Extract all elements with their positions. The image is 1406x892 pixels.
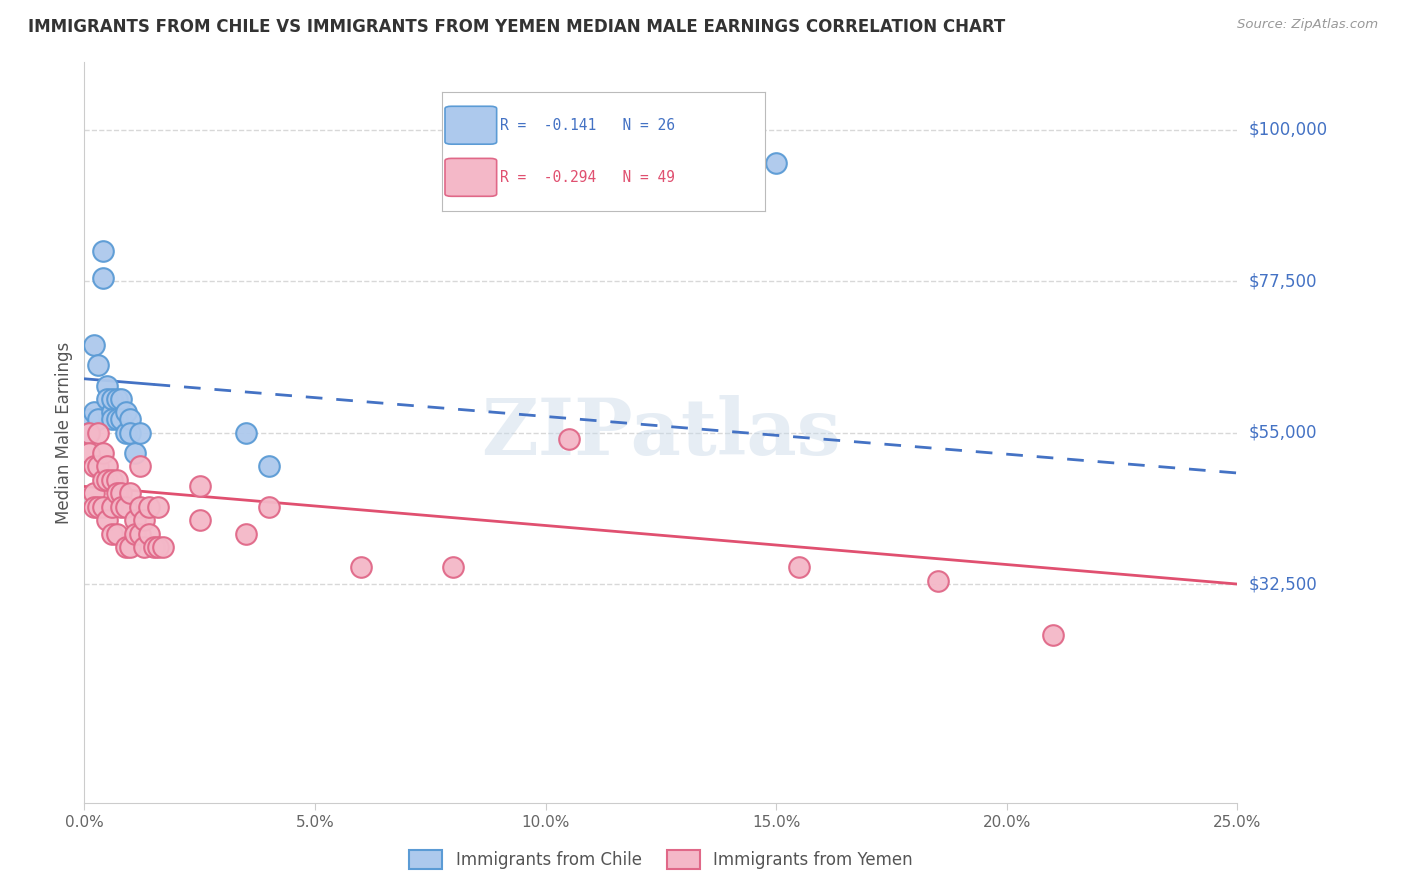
Point xyxy=(128,500,150,514)
Point xyxy=(927,574,949,588)
Point xyxy=(441,560,464,574)
Point xyxy=(96,378,118,392)
Point xyxy=(134,513,156,527)
Point xyxy=(83,459,105,474)
Point xyxy=(765,156,787,170)
Point xyxy=(83,486,105,500)
Point xyxy=(101,500,124,514)
Text: $77,500: $77,500 xyxy=(1249,272,1317,290)
Point xyxy=(115,405,138,419)
Point xyxy=(105,412,128,426)
Point xyxy=(87,412,110,426)
Point xyxy=(124,526,146,541)
Point xyxy=(96,513,118,527)
Legend: Immigrants from Chile, Immigrants from Yemen: Immigrants from Chile, Immigrants from Y… xyxy=(402,843,920,876)
Point xyxy=(235,526,257,541)
Point xyxy=(115,500,138,514)
Point xyxy=(120,540,142,554)
Text: IMMIGRANTS FROM CHILE VS IMMIGRANTS FROM YEMEN MEDIAN MALE EARNINGS CORRELATION : IMMIGRANTS FROM CHILE VS IMMIGRANTS FROM… xyxy=(28,18,1005,36)
Point xyxy=(105,392,128,406)
Point xyxy=(138,526,160,541)
Point xyxy=(105,486,128,500)
Point xyxy=(77,446,100,460)
Point xyxy=(557,433,579,447)
Point xyxy=(96,459,118,474)
Point xyxy=(146,500,169,514)
Point xyxy=(77,425,100,440)
Point xyxy=(87,425,110,440)
Point xyxy=(235,425,257,440)
Point xyxy=(105,526,128,541)
Text: Source: ZipAtlas.com: Source: ZipAtlas.com xyxy=(1237,18,1378,31)
Point xyxy=(101,473,124,487)
Point xyxy=(257,500,280,514)
Point xyxy=(134,540,156,554)
Point xyxy=(110,500,132,514)
Point xyxy=(138,500,160,514)
Point xyxy=(101,412,124,426)
Point xyxy=(128,526,150,541)
Point xyxy=(124,446,146,460)
Y-axis label: Median Male Earnings: Median Male Earnings xyxy=(55,342,73,524)
Point xyxy=(91,446,114,460)
Text: $55,000: $55,000 xyxy=(1249,424,1317,442)
Point xyxy=(124,513,146,527)
Point xyxy=(96,473,118,487)
Point xyxy=(152,540,174,554)
Point xyxy=(350,560,373,574)
Point xyxy=(77,425,100,440)
Point xyxy=(787,560,810,574)
Point xyxy=(83,405,105,419)
Point xyxy=(91,270,114,285)
Point xyxy=(87,359,110,373)
Point xyxy=(87,500,110,514)
Point xyxy=(101,392,124,406)
Point xyxy=(128,459,150,474)
Point xyxy=(110,486,132,500)
Text: $100,000: $100,000 xyxy=(1249,120,1327,139)
Point xyxy=(77,412,100,426)
Point xyxy=(110,392,132,406)
Point xyxy=(91,500,114,514)
Point xyxy=(128,425,150,440)
Point xyxy=(115,425,138,440)
Point xyxy=(257,459,280,474)
Point xyxy=(87,459,110,474)
Point xyxy=(91,473,114,487)
Point xyxy=(110,412,132,426)
Point xyxy=(83,500,105,514)
Point xyxy=(91,244,114,258)
Point xyxy=(120,486,142,500)
Point xyxy=(101,526,124,541)
Point xyxy=(188,513,211,527)
Point xyxy=(120,425,142,440)
Point xyxy=(146,540,169,554)
Point xyxy=(96,392,118,406)
Point xyxy=(142,540,165,554)
Point xyxy=(1042,627,1064,641)
Point xyxy=(83,338,105,352)
Text: ZIPatlas: ZIPatlas xyxy=(481,394,841,471)
Point xyxy=(105,473,128,487)
Point xyxy=(115,540,138,554)
Text: $32,500: $32,500 xyxy=(1249,575,1317,593)
Point xyxy=(120,412,142,426)
Point xyxy=(101,405,124,419)
Point xyxy=(188,479,211,493)
